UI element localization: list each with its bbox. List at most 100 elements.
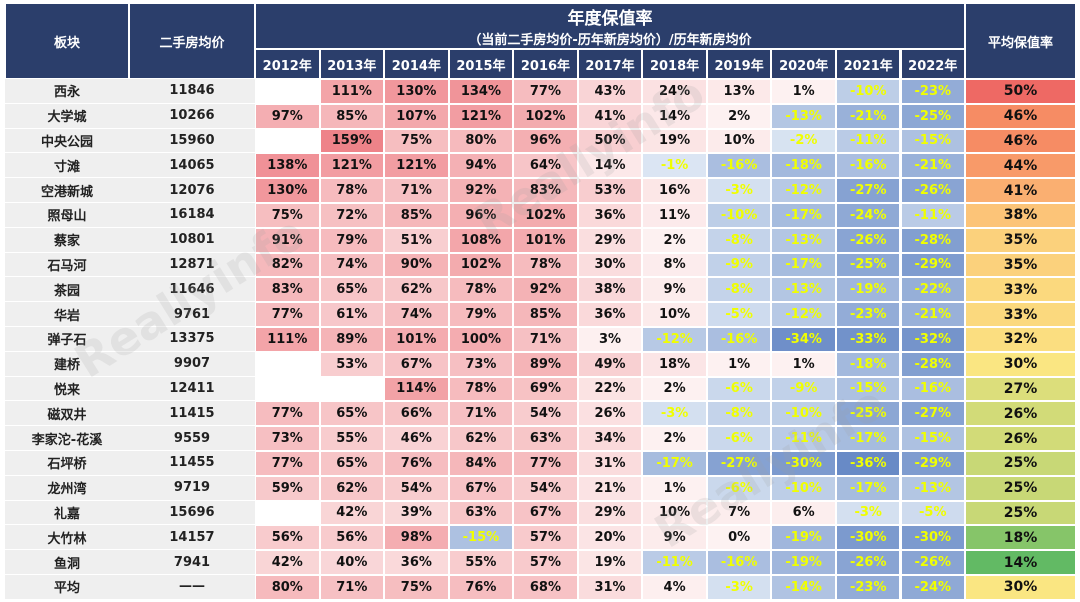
rate-cell: -8% (706, 401, 772, 427)
rate-cell: 79% (448, 302, 514, 327)
avg-rate-cell: 25% (965, 475, 1076, 501)
rate-cell: 111% (319, 79, 385, 104)
rate-cell: -10% (835, 79, 901, 104)
header-year: 2012年 (255, 49, 320, 79)
row-price: 12871 (129, 252, 255, 278)
rate-cell: 102% (448, 252, 514, 278)
rate-cell: 80% (255, 575, 320, 600)
rate-cell: -23% (835, 302, 901, 327)
rate-cell: 3% (577, 327, 643, 352)
rate-cell: 36% (384, 550, 449, 575)
rate-cell (255, 376, 320, 402)
rate-cell: -11% (771, 426, 836, 451)
rate-cell: -21% (835, 103, 901, 129)
row-district: 建桥 (5, 351, 129, 377)
rate-cell: -12% (771, 178, 836, 203)
row-district: 大竹林 (5, 525, 129, 551)
rate-cell: 72% (319, 203, 385, 228)
rate-cell: 21% (577, 475, 643, 501)
header-price: 二手房均价 (129, 3, 255, 79)
row-price: 16184 (129, 203, 255, 228)
rate-cell: 1% (771, 351, 836, 377)
row-price: 12076 (129, 178, 255, 203)
rate-cell: -18% (835, 351, 901, 377)
avg-rate-cell: 38% (965, 203, 1076, 228)
rate-cell: 29% (577, 500, 643, 526)
rate-cell: 121% (384, 153, 449, 179)
rate-cell: -3% (642, 401, 707, 427)
row-price: 12411 (129, 376, 255, 402)
row-district: 蔡家 (5, 227, 129, 253)
avg-rate-cell: 46% (965, 103, 1076, 129)
rate-cell: -3% (706, 178, 772, 203)
row-district: 鱼洞 (5, 550, 129, 575)
rate-cell: 77% (255, 401, 320, 427)
rate-cell: 55% (448, 550, 514, 575)
rate-cell: 83% (255, 277, 320, 303)
rate-cell: 89% (513, 351, 578, 377)
rate-cell: 14% (642, 103, 707, 129)
rate-cell: 46% (384, 426, 449, 451)
row-price: 10266 (129, 103, 255, 129)
avg-rate-cell: 46% (965, 128, 1076, 154)
rate-cell (319, 376, 385, 402)
rate-cell: -13% (771, 227, 836, 253)
row-district: 寸滩 (5, 153, 129, 179)
avg-rate-cell: 35% (965, 252, 1076, 278)
rate-cell: -26% (835, 227, 901, 253)
header-year: 2022年 (900, 49, 966, 79)
header-avg: 平均保值率 (965, 3, 1076, 79)
rate-cell (255, 500, 320, 526)
avg-rate-cell: 27% (965, 376, 1076, 402)
rate-cell: 0% (706, 525, 772, 551)
rate-cell: 78% (448, 376, 514, 402)
row-price: 15960 (129, 128, 255, 154)
rate-cell: 10% (706, 128, 772, 154)
rate-cell: 78% (319, 178, 385, 203)
rate-cell: -15% (448, 525, 514, 551)
row-district: 华岩 (5, 302, 129, 327)
rate-cell: 80% (448, 128, 514, 154)
rate-cell: -11% (642, 550, 707, 575)
header-year: 2013年 (319, 49, 385, 79)
rate-cell: 96% (448, 203, 514, 228)
rate-cell: -15% (900, 128, 966, 154)
row-price: 9761 (129, 302, 255, 327)
row-price: 14065 (129, 153, 255, 179)
rate-cell: -26% (900, 178, 966, 203)
rate-cell: 9% (642, 525, 707, 551)
rate-cell: 71% (319, 575, 385, 600)
rate-cell: 77% (513, 451, 578, 476)
row-price: 11646 (129, 277, 255, 303)
rate-cell: 66% (384, 401, 449, 427)
rate-cell: -26% (900, 550, 966, 575)
rate-cell: 134% (448, 79, 514, 104)
rate-cell: -12% (642, 327, 707, 352)
rate-cell: 83% (513, 178, 578, 203)
rate-cell: 29% (577, 227, 643, 253)
rate-cell: -21% (900, 302, 966, 327)
rate-cell (255, 79, 320, 104)
rate-cell: 138% (255, 153, 320, 179)
rate-cell: 49% (577, 351, 643, 377)
rate-cell: 76% (448, 575, 514, 600)
rate-cell: 16% (642, 178, 707, 203)
rate-cell: -19% (771, 550, 836, 575)
avg-rate-cell: 50% (965, 79, 1076, 104)
rate-cell: 97% (255, 103, 320, 129)
rate-cell: 84% (448, 451, 514, 476)
row-district: 石马河 (5, 252, 129, 278)
rate-cell: -5% (706, 302, 772, 327)
rate-cell: -12% (771, 302, 836, 327)
rate-cell: 53% (577, 178, 643, 203)
rate-cell: -25% (900, 103, 966, 129)
rate-cell: -6% (706, 426, 772, 451)
rate-cell: 55% (319, 426, 385, 451)
rate-cell: 67% (448, 475, 514, 501)
rate-cell: 71% (448, 401, 514, 427)
rate-cell: 114% (384, 376, 449, 402)
rate-cell: 26% (577, 401, 643, 427)
rate-cell: 20% (577, 525, 643, 551)
rate-cell: 39% (384, 500, 449, 526)
row-district: 照母山 (5, 203, 129, 228)
